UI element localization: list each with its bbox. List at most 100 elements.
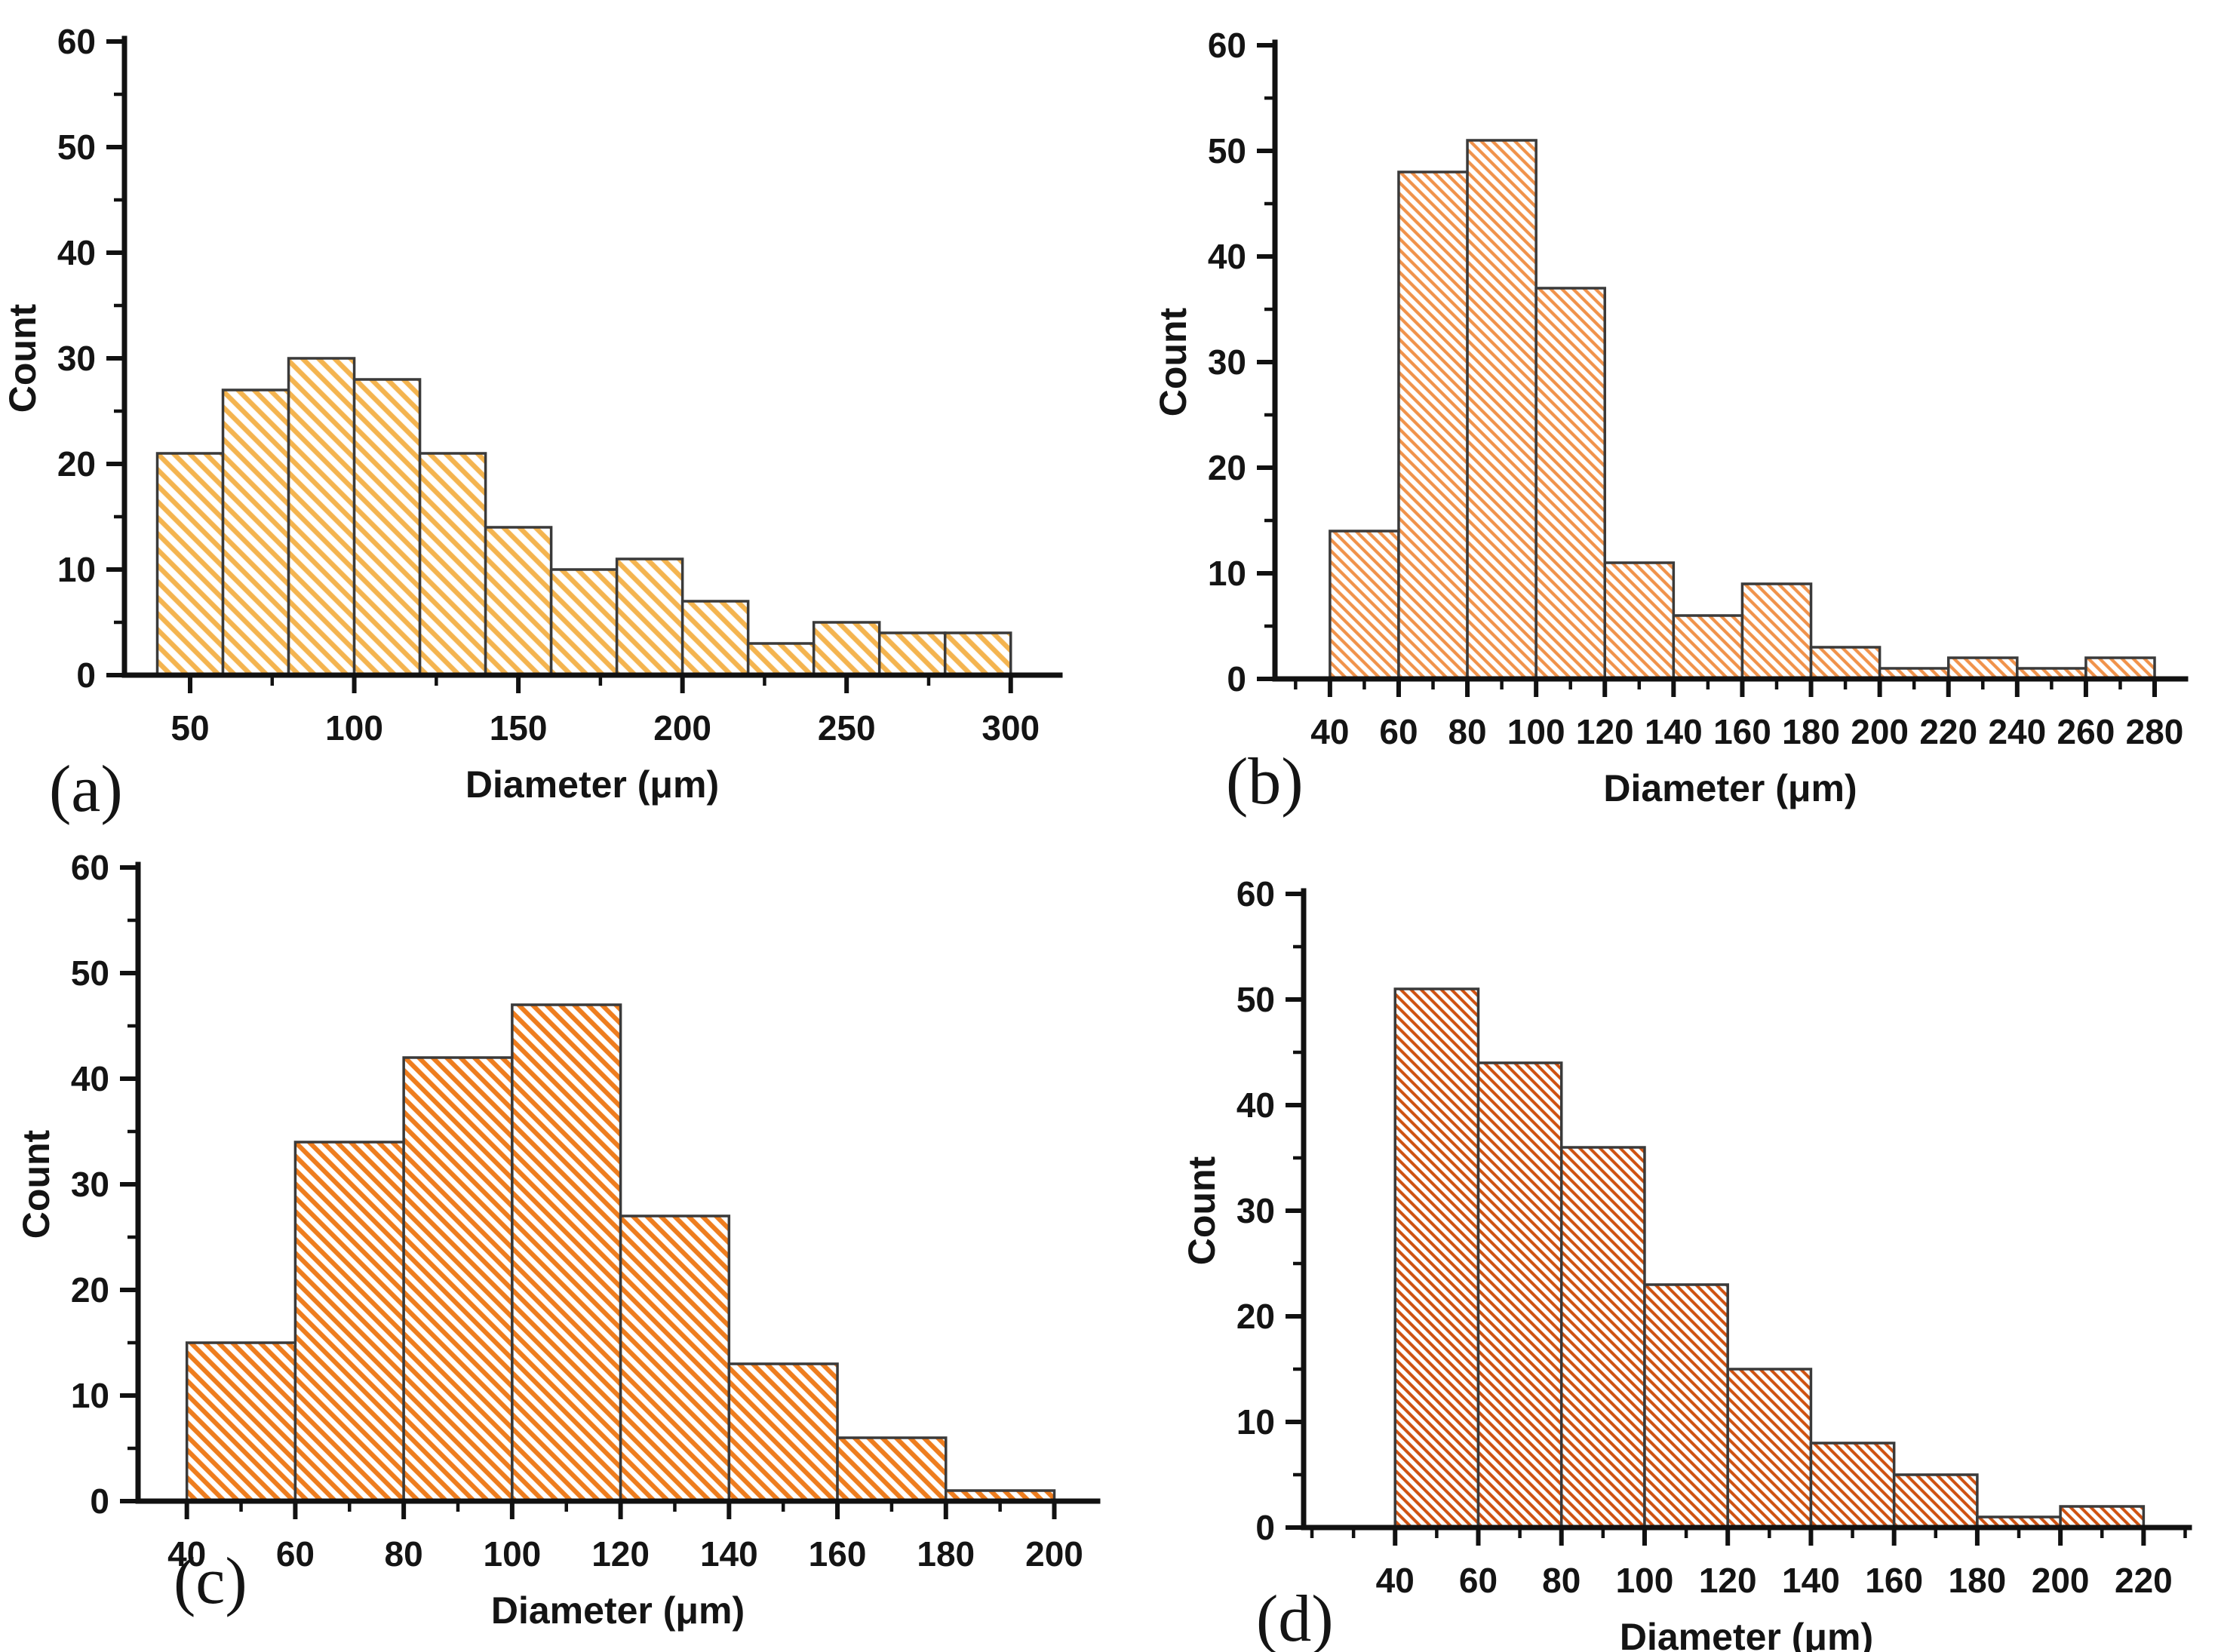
x-tick-label: 180 xyxy=(917,1534,975,1574)
y-tick-label: 0 xyxy=(1255,1508,1275,1547)
y-tick-label: 10 xyxy=(1236,1402,1275,1442)
x-tick-label: 100 xyxy=(1616,1561,1674,1600)
y-axis-title: Count xyxy=(1181,1156,1223,1265)
x-tick-label: 250 xyxy=(818,708,876,748)
x-tick-label: 200 xyxy=(653,708,711,748)
y-tick-label: 40 xyxy=(1236,1085,1275,1125)
y-axis-title: Count xyxy=(15,1129,57,1239)
y-tick-label: 40 xyxy=(71,1059,109,1098)
x-tick-label: 180 xyxy=(1949,1561,2007,1600)
histogram-panel-b: 40 60 80 100 120 140 160 180 200 220 240 260 280 0 10 2… xyxy=(1110,0,2221,826)
histogram-bar xyxy=(293,1141,405,1503)
histogram-bar xyxy=(1672,614,1744,680)
histogram-bar xyxy=(1809,646,1882,680)
x-tick-label: 40 xyxy=(1376,1561,1415,1600)
x-tick-label: 140 xyxy=(1782,1561,1840,1600)
histogram-bar xyxy=(1397,170,1469,680)
histogram-bar xyxy=(1726,1368,1813,1529)
x-tick-label: 200 xyxy=(1851,712,1909,751)
panel-letter: (d) xyxy=(1256,1583,1334,1652)
histogram-bar xyxy=(418,452,487,677)
x-tick-label: 80 xyxy=(1448,712,1486,751)
x-tick-label: 40 xyxy=(167,1534,206,1574)
bars-group xyxy=(155,357,1012,677)
histogram-bar xyxy=(155,452,225,677)
histogram-bar xyxy=(1809,1442,1896,1529)
x-tick-label: 100 xyxy=(1507,712,1565,751)
histogram-bar xyxy=(1559,1146,1646,1529)
x-tick-label: 150 xyxy=(490,708,548,748)
y-tick-label: 40 xyxy=(57,233,96,272)
x-tick-label: 200 xyxy=(2032,1561,2090,1600)
histogram-bar xyxy=(511,1003,622,1503)
y-tick-label: 30 xyxy=(71,1165,109,1204)
x-tick-label: 120 xyxy=(1699,1561,1757,1600)
histogram-bar xyxy=(877,631,947,677)
x-tick-label: 100 xyxy=(325,708,383,748)
histogram-bar xyxy=(402,1056,514,1503)
x-tick-label: 50 xyxy=(170,708,209,748)
histogram-bar xyxy=(185,1341,297,1503)
x-tick-label: 80 xyxy=(385,1534,423,1574)
x-tick-label: 300 xyxy=(981,708,1040,748)
histogram-panel-c: 40 60 80 100 120 140 160 180 200 0 10 20 30 40 50 60 Dia… xyxy=(0,826,1110,1652)
y-tick-label: 10 xyxy=(57,550,96,589)
bars-group xyxy=(185,1003,1056,1503)
histogram-bar xyxy=(727,1362,839,1503)
y-axis-title: Count xyxy=(2,303,44,413)
histogram-panel-d: 40 60 80 100 120 140 160 180 200 220 0 10 20 30 40 50 60… xyxy=(1110,826,2221,1652)
y-tick-label: 10 xyxy=(1208,554,1246,593)
y-tick-label: 60 xyxy=(71,848,109,887)
x-axis-title: Diameter (μm) xyxy=(1620,1616,1873,1652)
panel-letter: (c) xyxy=(174,1545,247,1618)
x-tick-label: 60 xyxy=(1459,1561,1498,1600)
x-tick-label: 260 xyxy=(2057,712,2115,751)
histogram-bar xyxy=(1466,139,1537,680)
histogram-bar xyxy=(615,557,684,677)
histogram-bar xyxy=(619,1214,731,1503)
x-tick-label: 140 xyxy=(1645,712,1703,751)
x-tick-label: 100 xyxy=(483,1534,541,1574)
bars-group xyxy=(1393,987,2146,1529)
histogram-bar xyxy=(549,568,619,677)
histogram-bar xyxy=(287,357,356,677)
histogram-bar xyxy=(746,642,816,677)
histogram-bar xyxy=(1476,1061,1563,1529)
x-tick-label: 40 xyxy=(1310,712,1349,751)
x-axis-title: Diameter (μm) xyxy=(465,763,719,806)
x-tick-label: 180 xyxy=(1782,712,1840,751)
y-tick-label: 0 xyxy=(90,1482,109,1521)
x-tick-label: 160 xyxy=(1865,1561,1923,1600)
histogram-svg-c: 40 60 80 100 120 140 160 180 200 0 10 20 30 40 50 60 Dia… xyxy=(15,848,1101,1632)
x-tick-label: 160 xyxy=(809,1534,867,1574)
histogram-bar xyxy=(2084,656,2156,680)
y-tick-label: 20 xyxy=(57,444,96,484)
y-tick-label: 50 xyxy=(57,127,96,167)
histogram-svg-a: 50 100 150 200 250 300 0 10 20 30 40 50 60 Diameter (… xyxy=(2,22,1063,826)
histogram-bar xyxy=(1393,987,1480,1529)
histogram-svg-d: 40 60 80 100 120 140 160 180 200 220 0 10 20 30 40 50 60… xyxy=(1181,874,2192,1652)
histogram-bar xyxy=(352,378,422,677)
y-axis-title: Count xyxy=(1152,307,1194,416)
panel-letter: (a) xyxy=(49,753,123,826)
y-tick-label: 10 xyxy=(71,1376,109,1415)
histogram-bar xyxy=(484,526,553,677)
y-tick-label: 60 xyxy=(1236,874,1275,914)
y-tick-label: 30 xyxy=(1236,1191,1275,1230)
x-tick-label: 120 xyxy=(591,1534,650,1574)
histogram-bar xyxy=(812,621,881,677)
x-tick-label: 240 xyxy=(1988,712,2046,751)
y-tick-label: 60 xyxy=(1208,26,1246,65)
histogram-bar xyxy=(1329,530,1400,680)
histogram-bar xyxy=(1740,582,1813,680)
x-axis-title: Diameter (μm) xyxy=(1603,767,1857,809)
histogram-bar xyxy=(221,388,290,677)
x-axis-title: Diameter (μm) xyxy=(491,1589,745,1632)
histogram-bar xyxy=(680,600,750,677)
histogram-bar xyxy=(836,1436,948,1503)
y-tick-label: 30 xyxy=(57,339,96,378)
y-tick-label: 30 xyxy=(1208,342,1246,382)
bars-group xyxy=(1329,139,2156,680)
y-tick-label: 50 xyxy=(1208,131,1246,170)
